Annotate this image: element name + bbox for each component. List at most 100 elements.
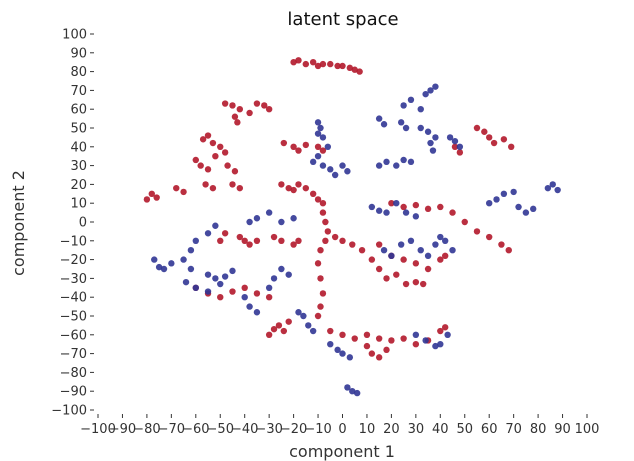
x-tick-label: −70 xyxy=(158,422,185,437)
data-point xyxy=(422,90,429,98)
data-point xyxy=(236,106,244,113)
data-point xyxy=(383,275,390,282)
y-axis-ticks: −100−90−80−70−60−50−40−30−20−10010203040… xyxy=(51,28,94,419)
data-point xyxy=(314,153,322,160)
data-point xyxy=(400,256,407,263)
data-point xyxy=(314,119,322,126)
data-point xyxy=(432,342,439,350)
data-point xyxy=(368,256,376,263)
data-point xyxy=(322,237,329,244)
data-point xyxy=(295,237,302,244)
x-tick-label: −60 xyxy=(182,422,209,437)
data-point xyxy=(217,280,224,288)
data-point xyxy=(400,156,407,164)
data-point xyxy=(388,200,395,207)
y-tick-label: −50 xyxy=(60,310,87,325)
data-point xyxy=(319,162,327,169)
data-point xyxy=(265,331,273,338)
y-axis-label: component 2 xyxy=(9,170,28,276)
data-point xyxy=(253,309,261,316)
data-point xyxy=(451,137,459,145)
data-point xyxy=(204,132,212,139)
data-point xyxy=(295,57,302,64)
data-point xyxy=(339,237,346,244)
data-point xyxy=(265,294,273,301)
data-point xyxy=(375,265,383,273)
data-point xyxy=(212,222,219,229)
chart-title: latent space xyxy=(287,9,398,30)
data-point xyxy=(302,60,310,68)
data-point xyxy=(432,134,439,141)
data-point xyxy=(270,325,278,333)
data-point xyxy=(265,284,273,291)
data-point xyxy=(544,184,552,192)
data-point xyxy=(212,153,219,160)
x-axis-ticks: −100−90−80−70−60−50−40−30−20−10 0 10 20 30 40… xyxy=(80,414,599,437)
data-point xyxy=(317,247,324,254)
data-point xyxy=(344,168,351,175)
data-point xyxy=(339,331,346,338)
data-point xyxy=(253,100,261,107)
data-point xyxy=(217,237,224,244)
data-point xyxy=(192,284,199,291)
data-point xyxy=(383,158,390,166)
data-point xyxy=(324,143,332,150)
data-point xyxy=(358,247,366,254)
data-point xyxy=(427,139,434,147)
x-tick-label: 10 xyxy=(359,422,376,437)
data-point xyxy=(412,341,420,348)
data-point xyxy=(446,134,454,141)
data-point xyxy=(221,273,229,280)
data-point xyxy=(229,267,236,275)
y-tick-label: 0 xyxy=(79,216,87,231)
data-point xyxy=(500,190,508,197)
data-point xyxy=(375,241,383,248)
data-point xyxy=(319,134,327,141)
data-point xyxy=(493,196,500,203)
data-point xyxy=(224,162,231,169)
x-tick-label: −100 xyxy=(80,422,116,437)
data-point xyxy=(327,60,334,68)
y-tick-label: −100 xyxy=(51,404,87,419)
data-point xyxy=(314,130,322,137)
data-point xyxy=(278,265,285,273)
data-point xyxy=(388,252,395,260)
x-tick-label: 70 xyxy=(505,422,522,437)
data-point xyxy=(402,280,410,288)
data-point xyxy=(419,280,427,288)
data-point xyxy=(236,184,244,192)
data-point xyxy=(302,184,310,192)
data-point xyxy=(380,247,388,254)
data-point xyxy=(231,168,239,175)
data-point xyxy=(314,260,322,267)
data-point xyxy=(422,337,429,344)
y-tick-label: −40 xyxy=(60,291,87,306)
data-point xyxy=(444,331,451,338)
data-point xyxy=(221,100,229,107)
data-point xyxy=(204,271,212,278)
data-point xyxy=(204,166,212,173)
data-point xyxy=(327,166,334,173)
data-point xyxy=(353,389,361,397)
x-tick-label: −30 xyxy=(255,422,282,437)
data-point xyxy=(229,181,236,188)
data-point xyxy=(515,203,522,211)
data-point xyxy=(290,59,297,66)
data-point xyxy=(441,324,449,331)
data-point xyxy=(314,196,322,203)
data-point xyxy=(356,68,363,75)
data-point xyxy=(314,312,322,320)
data-point xyxy=(344,384,351,391)
data-point xyxy=(349,388,356,395)
data-point xyxy=(412,278,420,286)
data-point xyxy=(241,284,248,291)
x-tick-label: 50 xyxy=(456,422,473,437)
y-tick-label: 70 xyxy=(70,84,87,99)
data-point xyxy=(331,171,339,179)
data-point xyxy=(334,346,341,354)
data-point xyxy=(309,158,317,166)
data-point xyxy=(285,271,292,278)
data-point xyxy=(402,209,410,216)
